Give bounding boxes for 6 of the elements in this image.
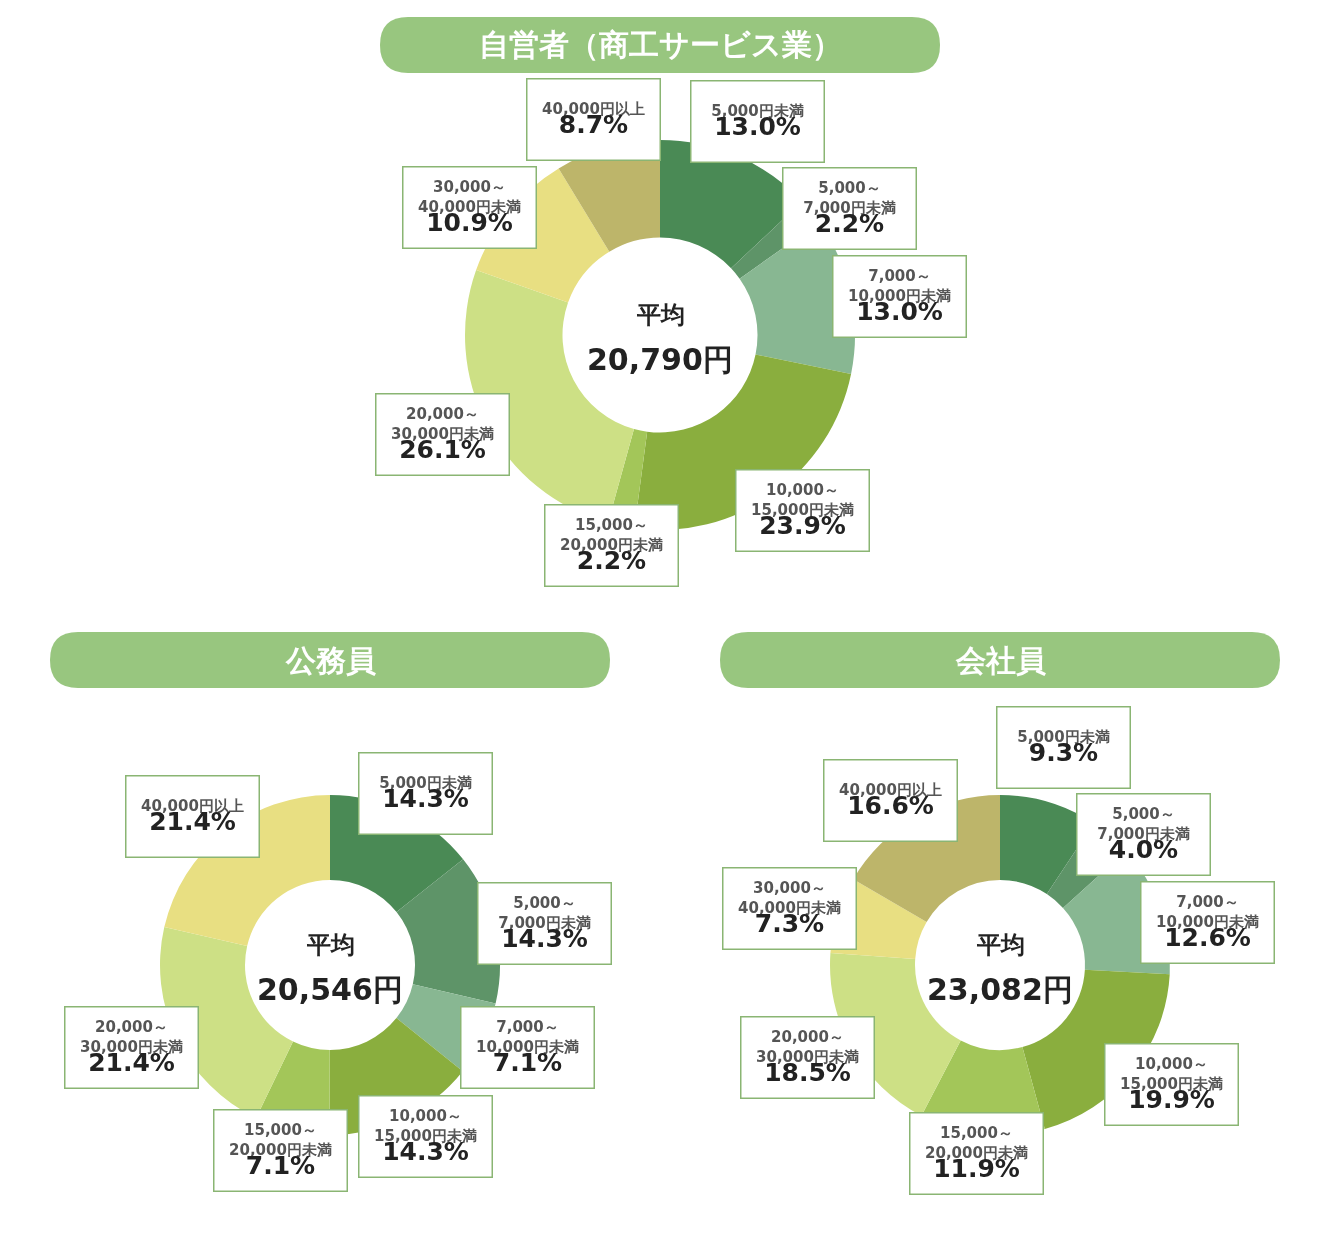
chart-title: 自営者（商工サービス業） — [479, 27, 842, 62]
chart-title: 公務員 — [285, 643, 376, 678]
text: 平均 20,546円 — [257, 931, 403, 1007]
text: 平均 23,082円 — [927, 931, 1073, 1007]
chart-title: 会社員 — [955, 643, 1046, 678]
text: 平均 20,790円 — [587, 301, 733, 377]
